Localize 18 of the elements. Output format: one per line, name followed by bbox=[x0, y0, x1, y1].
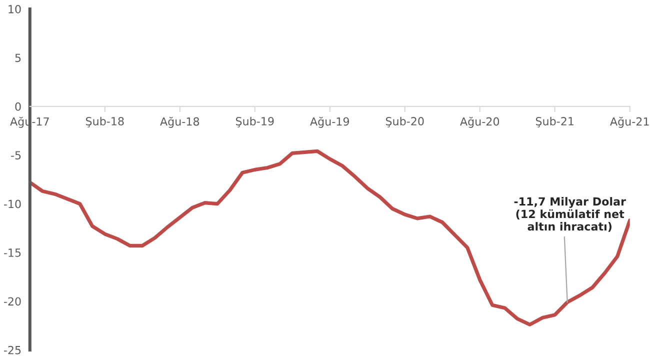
x-tick-label: Şub-19 bbox=[236, 116, 274, 128]
y-tick-label: 5 bbox=[15, 54, 21, 62]
x-tick-label: Şub-18 bbox=[86, 116, 124, 128]
y-tick-label: 0 bbox=[15, 102, 21, 111]
y-tick-label: -5 bbox=[11, 151, 21, 160]
y-tick-label: -10 bbox=[4, 200, 21, 208]
y-tick-label: 10 bbox=[8, 4, 21, 14]
x-tick-label: Ağu-21 bbox=[610, 116, 649, 128]
x-tick-label: Şub-21 bbox=[536, 116, 574, 128]
x-tick-label: Ağu-18 bbox=[160, 116, 200, 128]
line-series bbox=[30, 149, 630, 326]
y-tick-label: -20 bbox=[4, 297, 21, 306]
x-tick-label: Şub-20 bbox=[386, 116, 424, 128]
annotation: -11,7 Milyar Dolar (12 kümülatif net altın ihracatı) bbox=[514, 197, 626, 232]
x-tick-label: Ağu-20 bbox=[460, 116, 500, 128]
y-tick-label: -15 bbox=[4, 248, 21, 257]
y-tick-label: -25 bbox=[4, 346, 21, 354]
x-tick-label: Ağu-19 bbox=[310, 116, 350, 128]
